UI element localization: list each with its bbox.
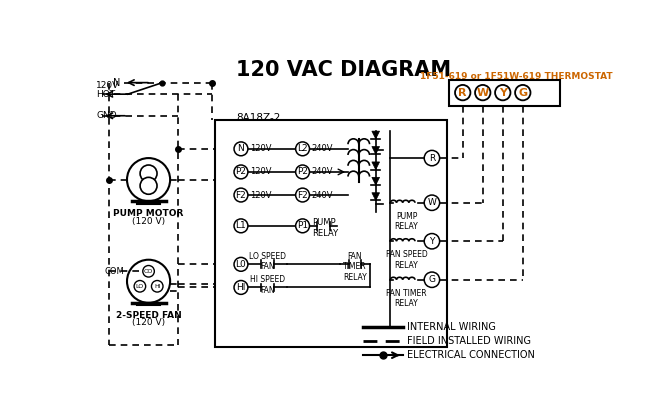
- Circle shape: [295, 165, 310, 179]
- Text: L0: L0: [236, 260, 247, 269]
- Text: 240V: 240V: [312, 191, 333, 199]
- Circle shape: [234, 142, 248, 156]
- Text: 120V: 120V: [250, 191, 272, 199]
- Text: PUMP
RELAY: PUMP RELAY: [395, 212, 418, 231]
- Text: HI SPEED
FAN: HI SPEED FAN: [251, 275, 285, 295]
- Polygon shape: [372, 147, 380, 154]
- Circle shape: [475, 85, 490, 100]
- Text: Y: Y: [429, 237, 435, 246]
- Text: 2-SPEED FAN: 2-SPEED FAN: [116, 310, 182, 320]
- Circle shape: [424, 272, 440, 287]
- Text: F2: F2: [236, 191, 247, 199]
- Text: 240V: 240V: [312, 144, 333, 153]
- Text: R: R: [458, 88, 467, 98]
- Text: L1: L1: [236, 221, 247, 230]
- Circle shape: [424, 150, 440, 166]
- Text: N: N: [238, 144, 245, 153]
- Text: F2: F2: [297, 191, 308, 199]
- Text: 120 VAC DIAGRAM: 120 VAC DIAGRAM: [236, 59, 451, 80]
- Circle shape: [424, 195, 440, 210]
- Text: G: G: [428, 275, 436, 284]
- Circle shape: [134, 280, 145, 292]
- Bar: [449, 80, 559, 106]
- Text: CO: CO: [144, 269, 153, 274]
- Circle shape: [295, 142, 310, 156]
- Text: G: G: [518, 88, 527, 98]
- Circle shape: [234, 219, 248, 233]
- Circle shape: [234, 165, 248, 179]
- Circle shape: [295, 219, 310, 233]
- Text: 120V: 120V: [250, 168, 272, 176]
- Text: GND: GND: [96, 111, 117, 120]
- Text: INTERNAL WIRING: INTERNAL WIRING: [407, 323, 496, 333]
- Text: (120 V): (120 V): [132, 318, 165, 327]
- Circle shape: [234, 280, 248, 295]
- Circle shape: [140, 165, 157, 182]
- Text: 240V: 240V: [312, 168, 333, 176]
- Text: P2: P2: [235, 168, 247, 176]
- Text: ELECTRICAL CONNECTION: ELECTRICAL CONNECTION: [407, 350, 535, 360]
- Circle shape: [455, 85, 470, 100]
- Text: FAN
TIMER
RELAY: FAN TIMER RELAY: [343, 252, 366, 282]
- Text: P2: P2: [297, 168, 308, 176]
- Text: (120 V): (120 V): [132, 217, 165, 225]
- Text: R: R: [429, 154, 435, 163]
- Circle shape: [234, 188, 248, 202]
- Circle shape: [234, 257, 248, 271]
- Text: 120V: 120V: [250, 144, 272, 153]
- Text: HI: HI: [237, 283, 246, 292]
- Text: PUMP
RELAY: PUMP RELAY: [312, 218, 338, 238]
- Text: LO SPEED
FAN: LO SPEED FAN: [249, 252, 286, 272]
- Circle shape: [424, 233, 440, 249]
- Polygon shape: [372, 162, 380, 170]
- Circle shape: [515, 85, 531, 100]
- Text: PUMP MOTOR: PUMP MOTOR: [113, 209, 184, 218]
- Polygon shape: [372, 131, 380, 139]
- Circle shape: [140, 177, 157, 194]
- Text: FIELD INSTALLED WIRING: FIELD INSTALLED WIRING: [407, 336, 531, 347]
- Text: FAN SPEED
RELAY: FAN SPEED RELAY: [386, 251, 427, 270]
- Text: HOT: HOT: [96, 90, 115, 99]
- Text: W: W: [476, 88, 489, 98]
- Circle shape: [151, 280, 163, 292]
- Text: L2: L2: [297, 144, 308, 153]
- Text: 1F51-619 or 1F51W-619 THERMOSTAT: 1F51-619 or 1F51W-619 THERMOSTAT: [420, 72, 613, 81]
- Text: FAN TIMER
RELAY: FAN TIMER RELAY: [386, 289, 427, 308]
- Text: N: N: [113, 78, 120, 88]
- Text: 8A18Z-2: 8A18Z-2: [237, 114, 281, 124]
- Polygon shape: [372, 177, 380, 185]
- Circle shape: [495, 85, 511, 100]
- Text: COM: COM: [104, 267, 124, 276]
- Text: Y: Y: [498, 88, 507, 98]
- Text: 120V: 120V: [96, 81, 119, 91]
- Bar: [215, 119, 448, 347]
- Text: P1: P1: [297, 221, 308, 230]
- Text: W: W: [427, 198, 436, 207]
- Text: LO: LO: [136, 284, 144, 289]
- Circle shape: [295, 188, 310, 202]
- Circle shape: [127, 260, 170, 303]
- Circle shape: [127, 158, 170, 201]
- Text: HI: HI: [154, 284, 161, 289]
- Circle shape: [143, 266, 154, 277]
- Polygon shape: [372, 193, 380, 200]
